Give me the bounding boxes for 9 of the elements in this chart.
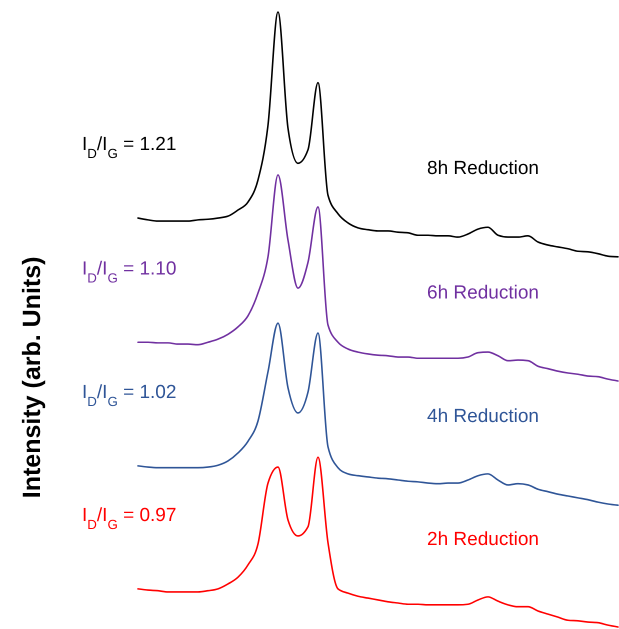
text: 4h Reduction [427,406,539,427]
text: 2h Reduction [427,528,539,550]
annotation: I$_{D}$/I$_{G}$ = 0.97 [82,504,176,532]
y-axis-title: Intensity (arb. Units) [18,256,46,498]
annotation: I$_{D}$/I$_{G}$ = 1.21 [82,134,176,161]
annotation: I$_{D}$/I$_{G}$ = 1.02 [82,382,176,408]
text: 8h Reduction [427,158,539,180]
text: 6h Reduction [427,282,539,304]
annotation: I$_{D}$/I$_{G}$ = 1.10 [82,258,176,285]
